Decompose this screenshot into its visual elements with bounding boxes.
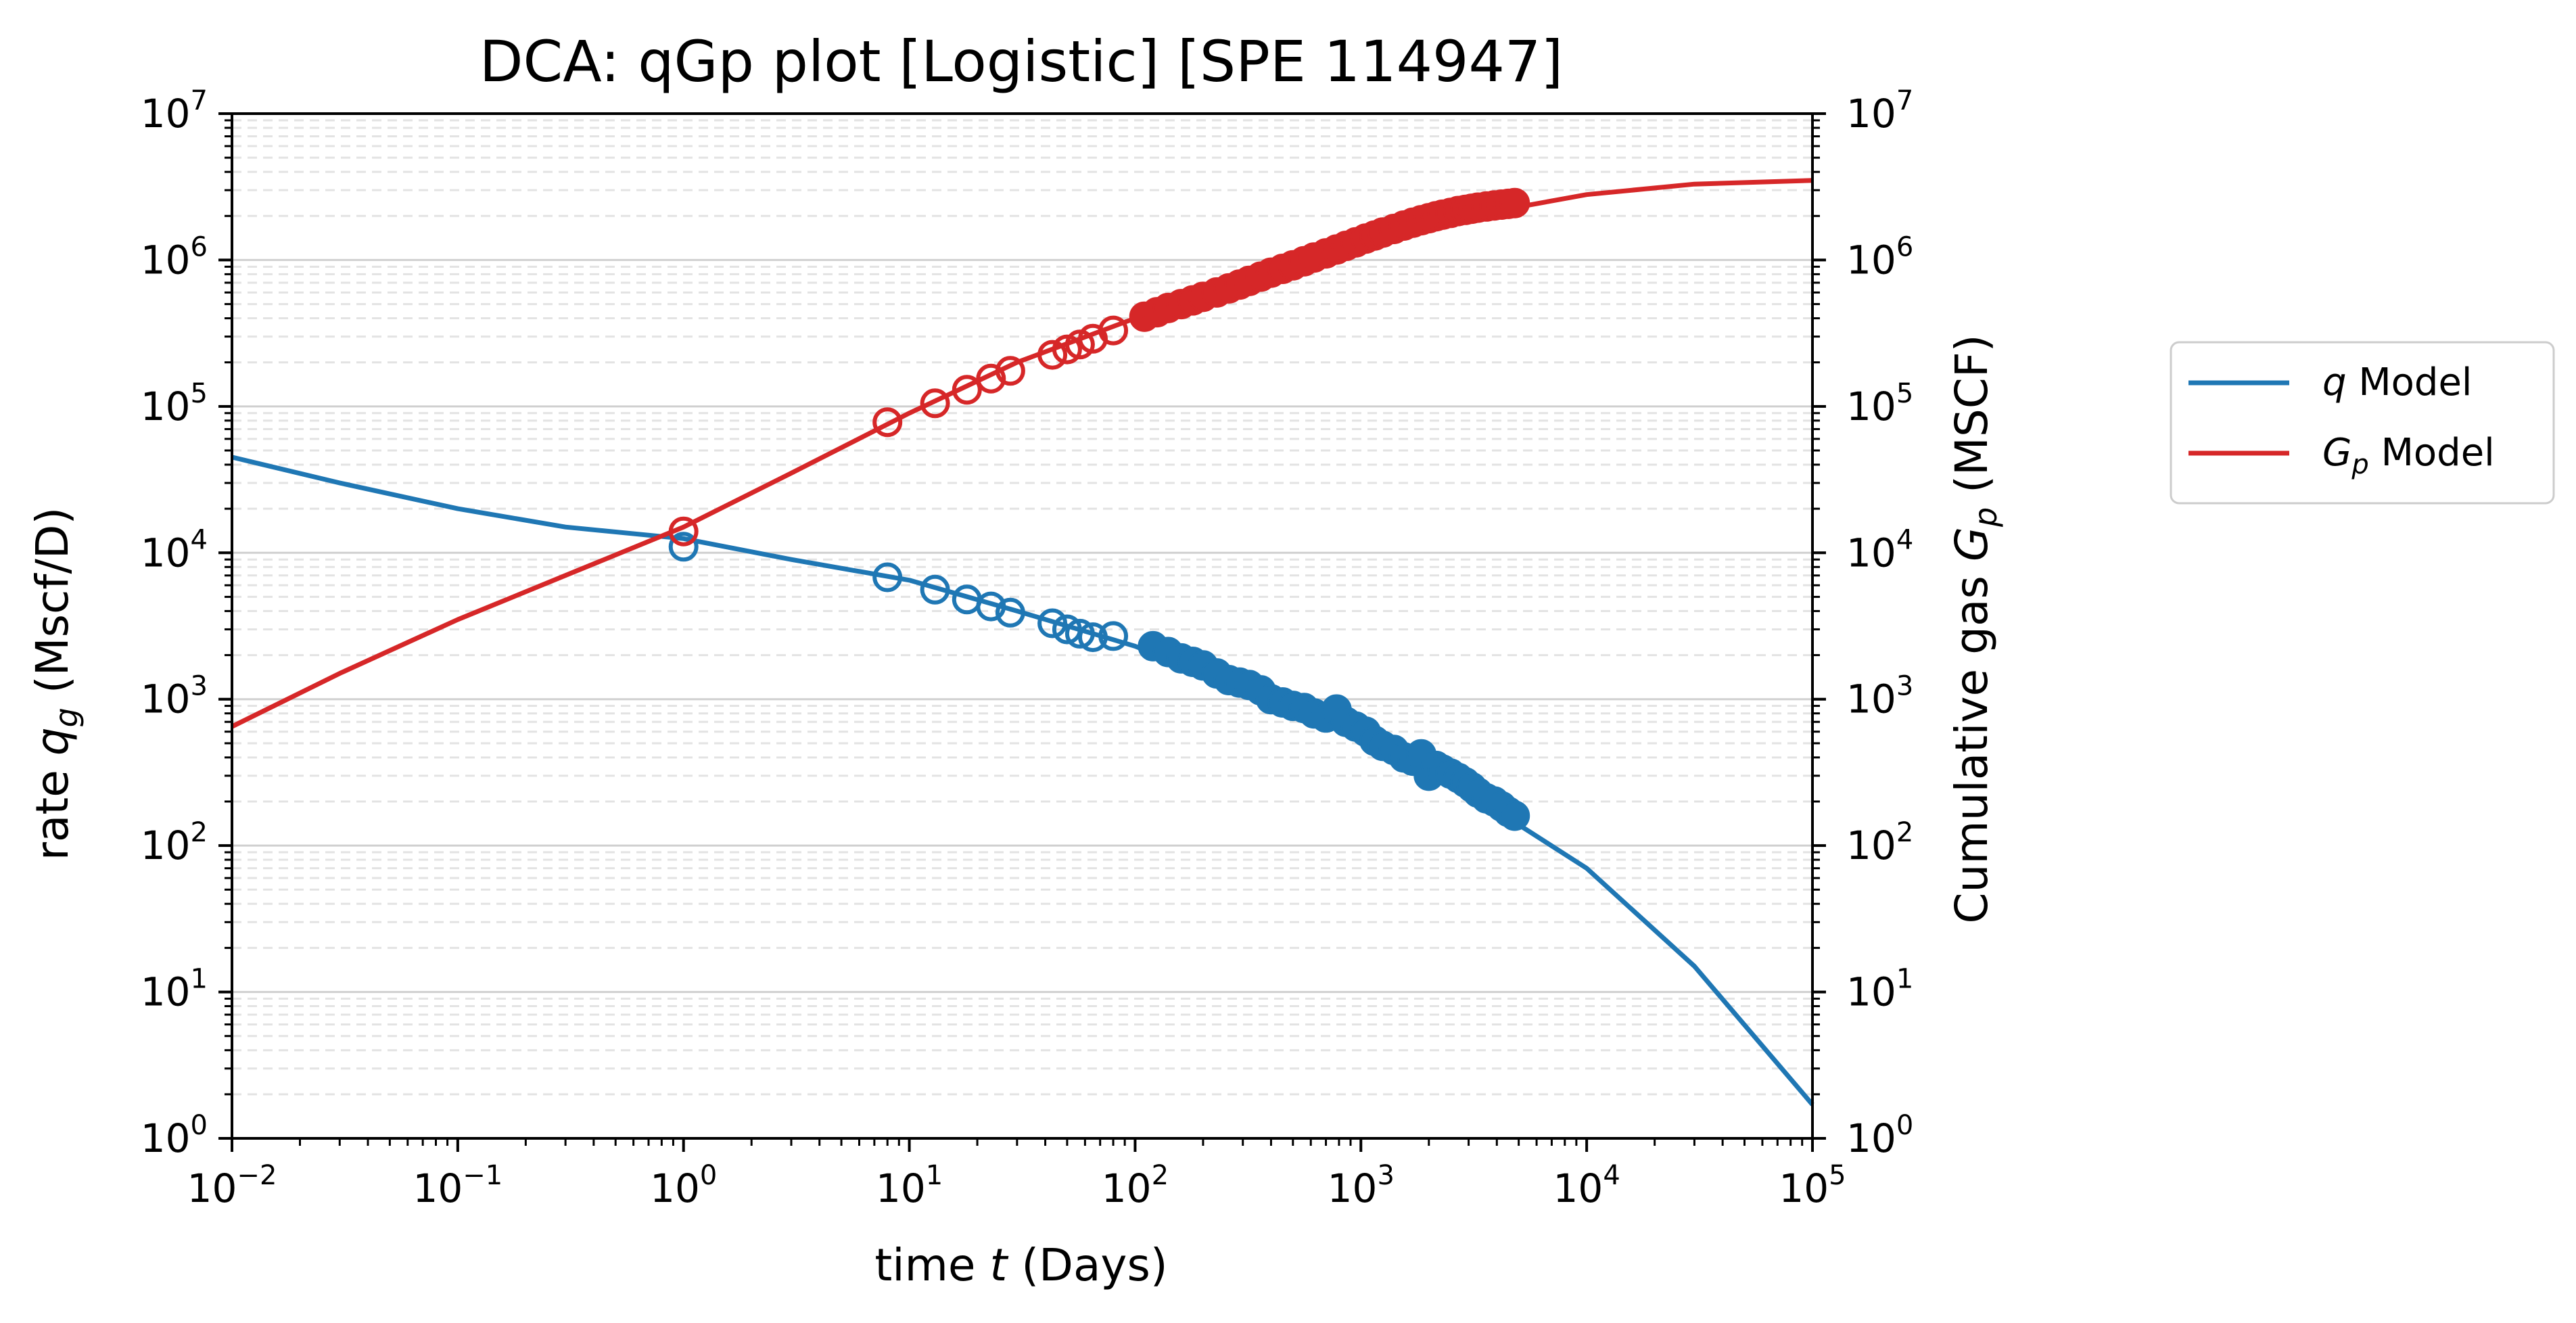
y-right-tick-label: 103 <box>1846 671 1913 722</box>
q-data-point <box>1064 618 1095 649</box>
gp-data-point <box>872 407 903 438</box>
q-data-point <box>1037 608 1068 639</box>
gp-data-point <box>952 375 982 405</box>
gp-data-point <box>668 516 699 547</box>
plot-frame <box>231 112 1814 1140</box>
y-left-tick-label: 104 <box>141 524 208 576</box>
x-tick-label: 104 <box>1553 1160 1620 1211</box>
y-left-tick-label: 101 <box>141 964 208 1015</box>
q-data-point <box>920 574 950 605</box>
legend: q Model Gp Model <box>2170 341 2555 505</box>
q-data-point <box>1098 621 1129 651</box>
gp-data-point <box>1098 315 1129 346</box>
gp-data-point <box>995 356 1025 386</box>
y-right-tick-label: 105 <box>1846 378 1913 430</box>
gp-data-point <box>1052 334 1082 365</box>
x-tick-label: 103 <box>1328 1160 1395 1211</box>
x-tick-label: 102 <box>1102 1160 1169 1211</box>
y-axis-label-right: Cumulative gas Gp (MSCF) <box>1946 334 2004 923</box>
x-tick-label: 105 <box>1779 1160 1846 1211</box>
y-left-tick-label: 102 <box>141 817 208 868</box>
y-axis-label-left: rate qg (Mscf/D) <box>26 507 85 861</box>
q-model-line <box>231 455 1814 1107</box>
q-data-point <box>1499 800 1530 831</box>
q-data-point <box>1078 622 1108 653</box>
q-data-point <box>1052 614 1082 645</box>
x-tick-label: 10−1 <box>413 1160 502 1211</box>
q-data-point <box>976 591 1006 622</box>
legend-label-gp: Gp Model <box>2322 431 2495 480</box>
x-tick-label: 10−2 <box>187 1160 277 1211</box>
y-left-tick-label: 105 <box>141 378 208 430</box>
grid <box>232 112 1812 1140</box>
y-left-tick-label: 107 <box>141 85 208 137</box>
gp-data-point <box>1499 187 1530 218</box>
q-data-point <box>668 532 699 562</box>
gp-data-point <box>976 363 1006 394</box>
legend-label-q: q Model <box>2322 361 2472 404</box>
chart-title: DCA: qGp plot [Logistic] [SPE 114947] <box>479 28 1563 95</box>
y-right-tick-label: 107 <box>1846 85 1913 137</box>
gp-data-point <box>1037 340 1068 370</box>
y-right-tick-label: 102 <box>1846 817 1913 868</box>
y-left-tick-label: 100 <box>141 1110 208 1161</box>
y-left-tick-label: 103 <box>141 671 208 722</box>
y-right-tick-label: 101 <box>1846 964 1913 1015</box>
y-left-tick-label: 106 <box>141 231 208 283</box>
q-data-point <box>995 597 1025 628</box>
y-right-tick-label: 106 <box>1846 231 1913 283</box>
x-tick-label: 100 <box>650 1160 717 1211</box>
q-data-point <box>872 562 903 593</box>
x-axis-label: time t (Days) <box>874 1239 1167 1291</box>
y-right-tick-label: 104 <box>1846 524 1913 576</box>
y-right-tick-label: 100 <box>1846 1110 1913 1161</box>
x-tick-label: 101 <box>876 1160 943 1211</box>
gp-data-point <box>920 388 950 419</box>
data-points <box>668 187 1530 831</box>
